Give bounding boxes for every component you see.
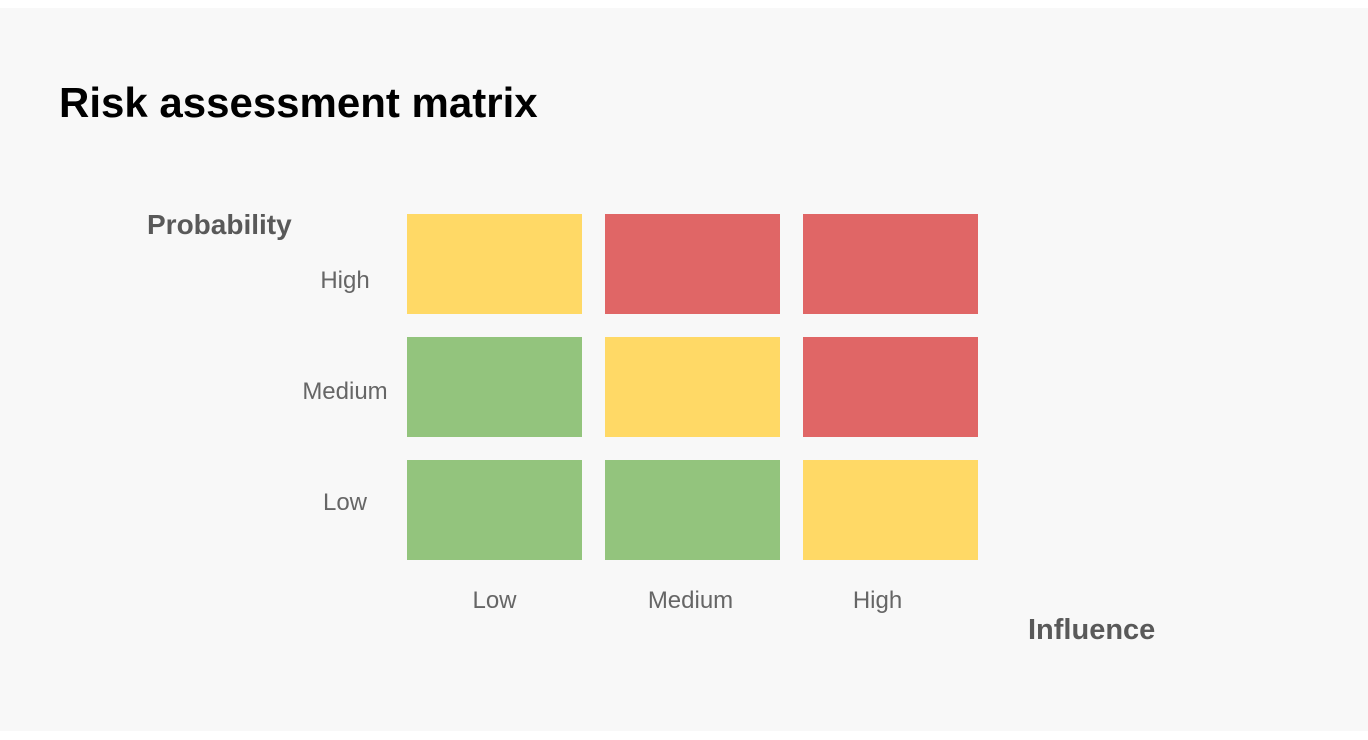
row-label-probability-medium: Medium [302,378,388,405]
row-label-probability-low: Low [322,489,368,516]
slide-title: Risk assessment matrix [59,79,538,126]
x-axis-title-influence: Influence [1028,614,1156,646]
matrix-cell-high-prob-medium-infl [605,214,780,314]
matrix-cell-low-prob-high-infl [803,460,978,560]
col-label-influence-high: High [852,587,903,614]
col-label-influence-low: Low [472,587,517,614]
matrix-cell-high-prob-high-infl [803,214,978,314]
row-label-probability-high: High [320,267,370,294]
matrix-cell-medium-prob-high-infl [803,337,978,437]
matrix-cell-low-prob-low-infl [407,460,582,560]
matrix-cell-medium-prob-low-infl [407,337,582,437]
matrix-cell-high-prob-low-infl [407,214,582,314]
y-axis-title-probability: Probability [147,209,292,240]
col-label-influence-medium: Medium [647,587,734,614]
matrix-cell-low-prob-medium-infl [605,460,780,560]
matrix-cell-medium-prob-medium-infl [605,337,780,437]
risk-matrix-grid [407,214,978,560]
